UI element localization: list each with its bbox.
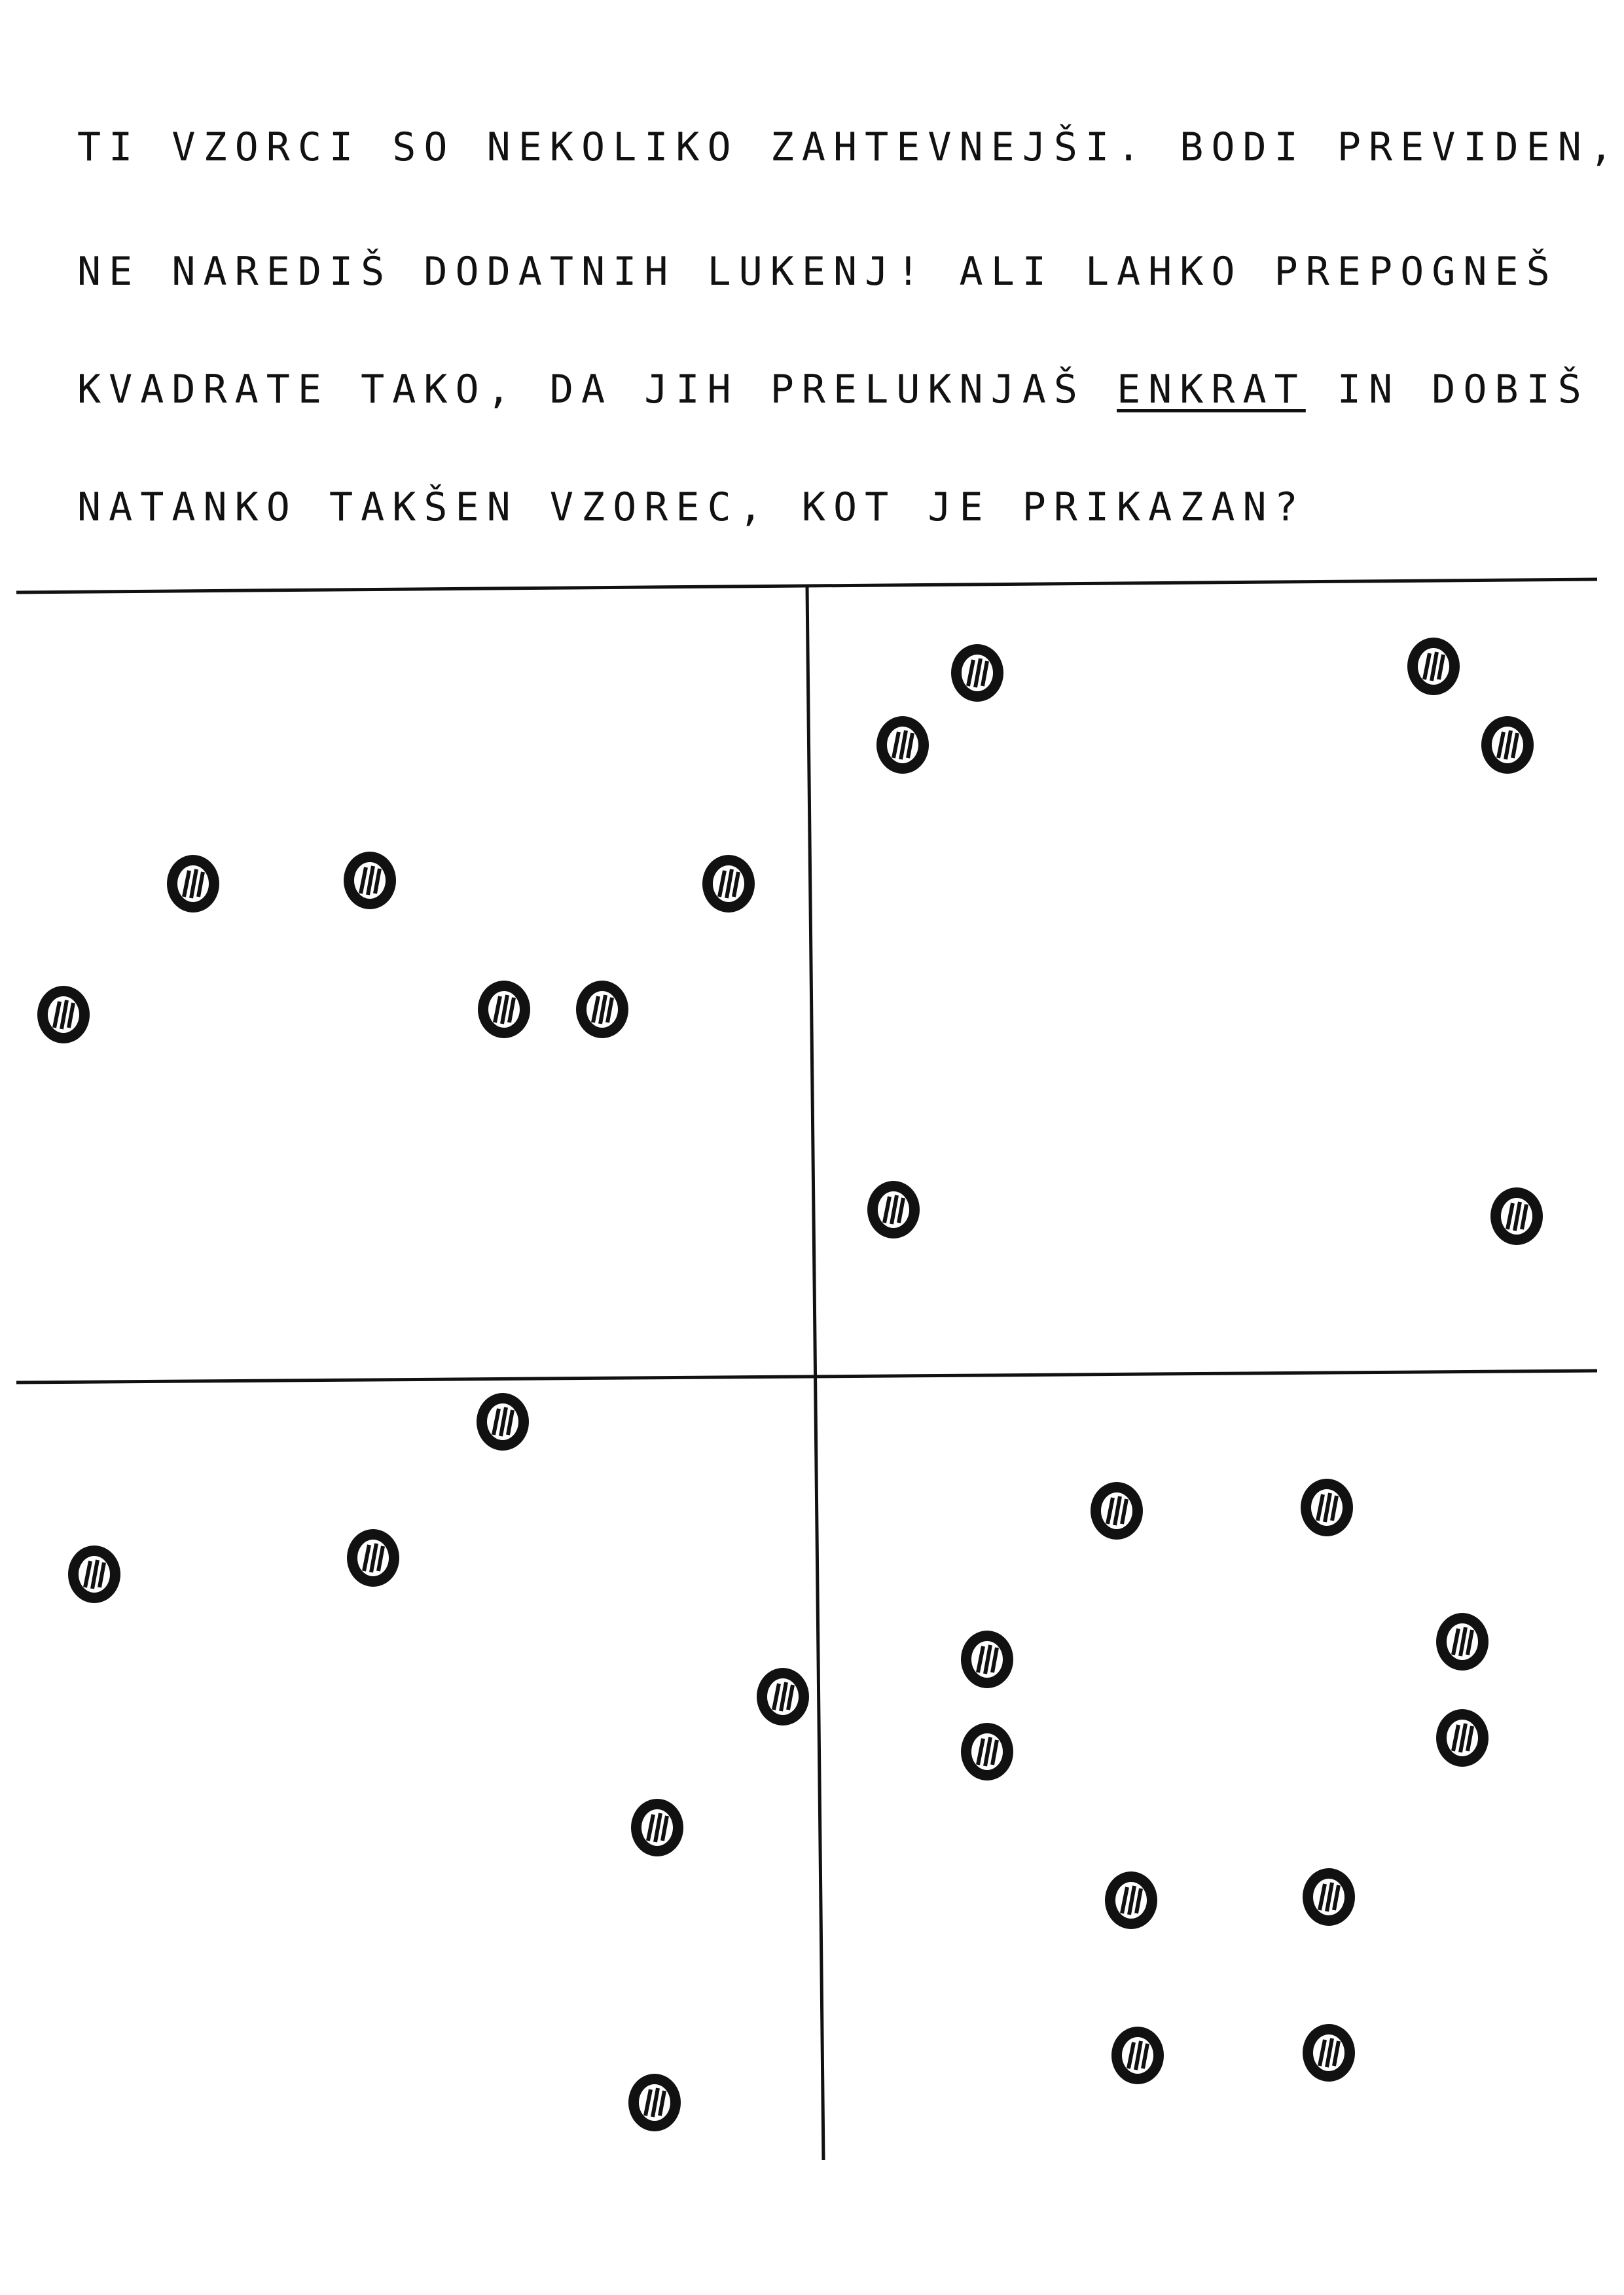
instruction-line-2: NE NAREDIŠ DODATNIH LUKENJ! ALI LAHKO PR…: [77, 249, 1558, 295]
punch-hole: [1490, 1187, 1543, 1245]
punch-hole: [344, 852, 396, 909]
punch-hole: [961, 1631, 1013, 1688]
panel-bottom-left: [68, 1393, 809, 2131]
punch-hole: [37, 986, 90, 1043]
punch-hole: [167, 855, 219, 913]
punch-hole: [702, 855, 755, 913]
punch-hole: [477, 1393, 529, 1451]
punch-hole: [1301, 1479, 1353, 1536]
punch-hole: [68, 1545, 120, 1603]
punch-hole: [1407, 638, 1460, 695]
punch-hole: [867, 1181, 920, 1238]
punch-hole: [1436, 1709, 1489, 1767]
instruction-line-1: TI VZORCI SO NEKOLIKO ZAHTEVNEJŠI. BODI …: [77, 124, 1624, 170]
grid-line-vertical: [805, 585, 825, 2161]
punch-hole: [1436, 1613, 1489, 1671]
instructions-block: TI VZORCI SO NEKOLIKO ZAHTEVNEJŠI. BODI …: [0, 0, 1624, 576]
panel-bottom-right: [961, 1479, 1489, 2084]
emphasized-word: ENKRAT: [1117, 367, 1306, 412]
panel-top-left: [37, 852, 755, 1043]
punch-hole: [951, 644, 1003, 702]
instruction-line-3-end: IN DOBIŠ: [1305, 367, 1589, 412]
instruction-line-4: NATANKO TAKŠEN VZOREC, KOT JE PRIKAZAN?: [77, 484, 1306, 530]
punch-hole: [1303, 2024, 1355, 2082]
punch-hole: [576, 981, 628, 1038]
instruction-line-3-start: KVADRATE TAKO, DA JIH PRELUKNJAŠ: [77, 367, 1117, 412]
punch-hole: [347, 1529, 399, 1587]
punch-hole: [631, 1799, 683, 1856]
punch-hole: [1111, 2027, 1164, 2084]
punch-hole: [961, 1723, 1013, 1780]
grid-line-top: [16, 577, 1598, 594]
grid-line-middle: [16, 1369, 1598, 1384]
punch-hole: [1091, 1482, 1143, 1540]
punch-hole: [1105, 1871, 1157, 1929]
punch-hole: [628, 2074, 681, 2131]
punch-hole: [1481, 716, 1534, 774]
punch-hole: [478, 981, 530, 1038]
punch-hole: [757, 1668, 809, 1726]
punch-hole: [876, 716, 929, 774]
panel-top-right: [867, 638, 1543, 1245]
instruction-line-3: KVADRATE TAKO, DA JIH PRELUKNJAŠ ENKRAT …: [77, 367, 1589, 412]
punch-hole: [1303, 1868, 1355, 1926]
